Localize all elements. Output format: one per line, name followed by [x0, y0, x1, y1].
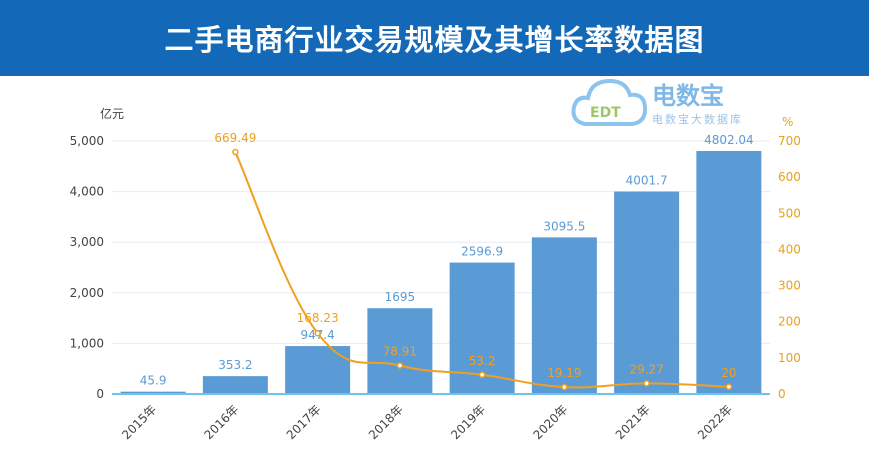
right-axis-unit: % — [782, 115, 793, 129]
cloud-logo-icon — [571, 78, 648, 126]
bar — [696, 151, 762, 394]
left-tick-label: 5,000 — [70, 134, 104, 148]
title-bar: 二手电商行业交易规模及其增长率数据图 — [0, 0, 869, 76]
growth-rate-label: 20 — [721, 366, 736, 380]
bar — [614, 191, 680, 394]
bar-value-label: 3095.5 — [543, 219, 585, 233]
right-tick-label: 200 — [778, 315, 801, 329]
x-tick-label: 2017年 — [284, 402, 324, 442]
growth-rate-label: 19.19 — [547, 366, 581, 380]
x-tick-label: 2019年 — [448, 402, 488, 442]
bar — [367, 308, 433, 394]
growth-rate-label: 53.2 — [469, 354, 496, 368]
left-tick-label: 2,000 — [70, 286, 104, 300]
left-axis-unit: 亿元 — [100, 106, 124, 121]
right-tick-label: 400 — [778, 242, 801, 256]
right-tick-label: 0 — [778, 387, 786, 401]
right-tick-label: 100 — [778, 351, 801, 365]
growth-rate-point — [561, 383, 568, 391]
left-tick-label: 3,000 — [70, 235, 104, 249]
right-tick-label: 700 — [778, 134, 801, 148]
bar-value-label: 4001.7 — [626, 174, 668, 188]
left-tick-label: 0 — [96, 387, 104, 401]
bar-value-label: 45.9 — [140, 374, 167, 388]
bar — [285, 346, 351, 394]
growth-rate-point — [314, 329, 321, 337]
x-tick-label: 2018年 — [366, 402, 406, 442]
growth-rate-point — [478, 371, 486, 379]
bar — [202, 376, 268, 394]
left-tick-label: 1,000 — [70, 336, 104, 350]
right-tick-label: 500 — [778, 206, 801, 220]
growth-rate-label: 669.49 — [214, 131, 256, 145]
right-tick-label: 300 — [778, 279, 801, 293]
bar-value-label: 1695 — [385, 290, 416, 304]
growth-rate-point — [725, 383, 733, 391]
bar-value-label: 353.2 — [218, 358, 252, 372]
x-tick-label: 2022年 — [695, 402, 735, 442]
bar — [531, 237, 597, 394]
logo-name: 电数宝 — [652, 82, 724, 110]
logo-mark: EDT — [590, 105, 621, 121]
growth-rate-point — [396, 362, 404, 369]
growth-rate-point — [643, 380, 650, 387]
growth-rate-label: 168.23 — [297, 311, 339, 325]
chart-title: 二手电商行业交易规模及其增长率数据图 — [164, 23, 705, 57]
left-tick-label: 4,000 — [70, 185, 104, 199]
x-tick-label: 2021年 — [613, 402, 653, 442]
bar-value-label: 2596.9 — [461, 245, 503, 259]
right-tick-label: 600 — [778, 170, 801, 184]
growth-rate-label: 78.91 — [383, 344, 417, 358]
bar — [120, 391, 186, 394]
x-tick-label: 2015年 — [119, 402, 159, 442]
growth-rate-label: 29.27 — [629, 362, 663, 376]
x-tick-label: 2016年 — [202, 402, 242, 442]
x-tick-label: 2020年 — [531, 402, 571, 442]
growth-rate-point — [232, 148, 239, 156]
logo-subtitle: 电数宝大数据库 — [652, 112, 743, 126]
bar-value-label: 4802.04 — [704, 133, 754, 147]
